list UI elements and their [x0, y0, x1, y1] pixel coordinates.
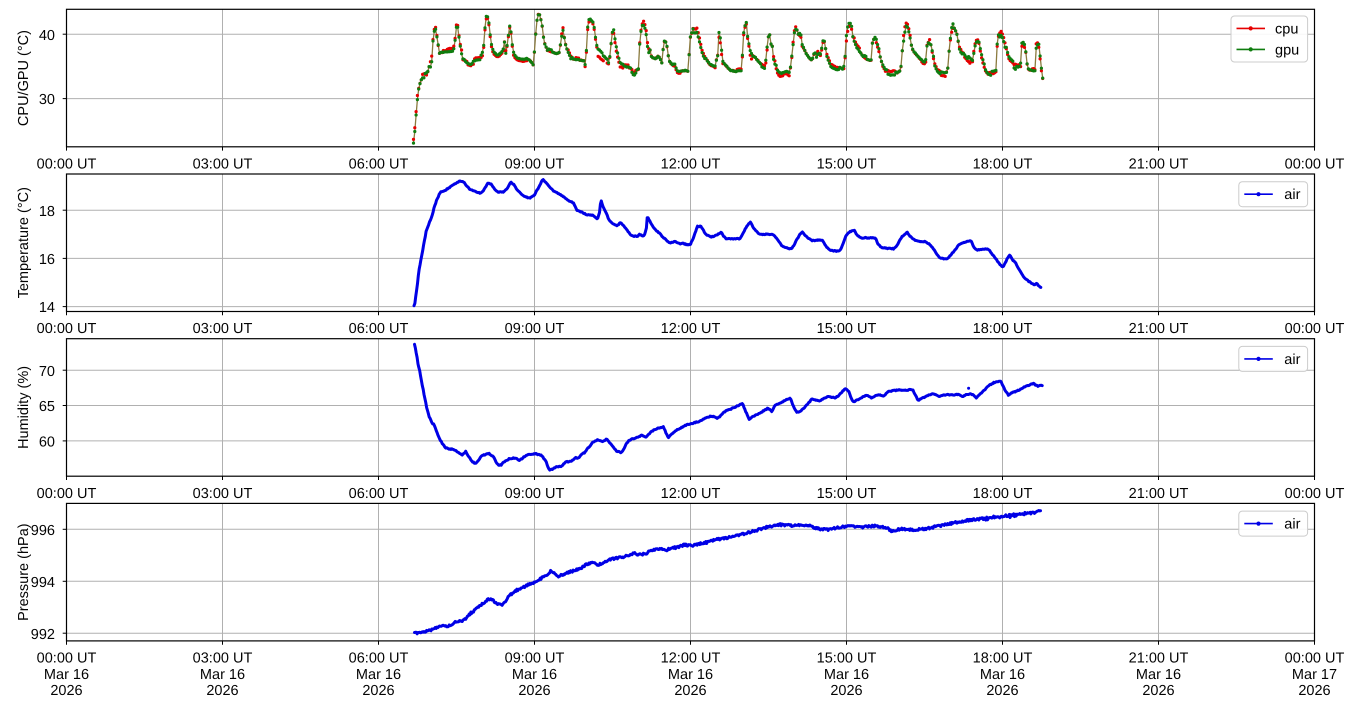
svg-text:2026: 2026: [518, 683, 550, 699]
svg-text:00:00 UT: 00:00 UT: [1285, 486, 1345, 502]
svg-text:air: air: [1284, 187, 1300, 203]
svg-text:Temperature (°C): Temperature (°C): [16, 187, 32, 298]
svg-text:2026: 2026: [1142, 683, 1174, 699]
svg-text:16: 16: [39, 252, 55, 268]
svg-text:Mar 16: Mar 16: [1136, 667, 1181, 683]
svg-text:03:00 UT: 03:00 UT: [193, 651, 253, 667]
svg-text:15:00 UT: 15:00 UT: [817, 321, 877, 337]
svg-text:cpu: cpu: [1275, 21, 1298, 37]
svg-text:Mar 16: Mar 16: [824, 667, 869, 683]
svg-text:21:00 UT: 21:00 UT: [1129, 157, 1189, 173]
svg-text:2026: 2026: [1298, 683, 1330, 699]
svg-text:Mar 16: Mar 16: [668, 667, 713, 683]
svg-text:00:00 UT: 00:00 UT: [37, 486, 97, 502]
svg-text:12:00 UT: 12:00 UT: [661, 321, 721, 337]
svg-text:air: air: [1284, 517, 1300, 533]
svg-text:06:00 UT: 06:00 UT: [349, 486, 409, 502]
svg-text:00:00 UT: 00:00 UT: [37, 321, 97, 337]
svg-text:Mar 17: Mar 17: [1292, 667, 1337, 683]
svg-text:70: 70: [39, 364, 55, 380]
svg-text:06:00 UT: 06:00 UT: [349, 321, 409, 337]
svg-text:15:00 UT: 15:00 UT: [817, 157, 877, 173]
svg-text:air: air: [1284, 352, 1300, 368]
svg-text:06:00 UT: 06:00 UT: [349, 651, 409, 667]
svg-text:03:00 UT: 03:00 UT: [193, 486, 253, 502]
svg-text:18:00 UT: 18:00 UT: [973, 651, 1033, 667]
svg-text:996: 996: [31, 523, 55, 539]
svg-text:09:00 UT: 09:00 UT: [505, 486, 565, 502]
svg-text:00:00 UT: 00:00 UT: [1285, 321, 1345, 337]
svg-text:60: 60: [39, 435, 55, 451]
svg-text:21:00 UT: 21:00 UT: [1129, 651, 1189, 667]
svg-text:Mar 16: Mar 16: [980, 667, 1025, 683]
svg-text:2026: 2026: [986, 683, 1018, 699]
svg-text:09:00 UT: 09:00 UT: [505, 321, 565, 337]
svg-text:14: 14: [39, 300, 55, 316]
svg-text:18:00 UT: 18:00 UT: [973, 157, 1033, 173]
svg-text:18:00 UT: 18:00 UT: [973, 321, 1033, 337]
svg-text:15:00 UT: 15:00 UT: [817, 486, 877, 502]
svg-text:21:00 UT: 21:00 UT: [1129, 486, 1189, 502]
svg-text:65: 65: [39, 399, 55, 415]
svg-text:Pressure (hPa): Pressure (hPa): [16, 523, 32, 621]
svg-text:09:00 UT: 09:00 UT: [505, 157, 565, 173]
svg-text:21:00 UT: 21:00 UT: [1129, 321, 1189, 337]
svg-text:2026: 2026: [830, 683, 862, 699]
svg-text:Mar 16: Mar 16: [356, 667, 401, 683]
svg-text:2026: 2026: [362, 683, 394, 699]
svg-text:40: 40: [39, 28, 55, 44]
svg-text:12:00 UT: 12:00 UT: [661, 486, 721, 502]
svg-text:2026: 2026: [50, 683, 82, 699]
svg-text:03:00 UT: 03:00 UT: [193, 157, 253, 173]
svg-text:06:00 UT: 06:00 UT: [349, 157, 409, 173]
svg-text:CPU/GPU (°C): CPU/GPU (°C): [16, 30, 32, 126]
svg-text:12:00 UT: 12:00 UT: [661, 157, 721, 173]
svg-text:Mar 16: Mar 16: [200, 667, 245, 683]
svg-text:994: 994: [31, 575, 55, 591]
svg-text:03:00 UT: 03:00 UT: [193, 321, 253, 337]
svg-text:18: 18: [39, 204, 55, 220]
svg-text:Mar 16: Mar 16: [44, 667, 89, 683]
svg-text:00:00 UT: 00:00 UT: [1285, 651, 1345, 667]
svg-text:2026: 2026: [674, 683, 706, 699]
svg-text:00:00 UT: 00:00 UT: [1285, 157, 1345, 173]
svg-text:00:00 UT: 00:00 UT: [37, 157, 97, 173]
svg-text:Humidity (%): Humidity (%): [16, 366, 32, 449]
svg-text:992: 992: [31, 627, 55, 643]
svg-text:30: 30: [39, 92, 55, 108]
svg-text:gpu: gpu: [1275, 42, 1299, 58]
svg-text:15:00 UT: 15:00 UT: [817, 651, 877, 667]
svg-text:00:00 UT: 00:00 UT: [37, 651, 97, 667]
svg-text:18:00 UT: 18:00 UT: [973, 486, 1033, 502]
svg-text:Mar 16: Mar 16: [512, 667, 557, 683]
svg-text:12:00 UT: 12:00 UT: [661, 651, 721, 667]
svg-text:09:00 UT: 09:00 UT: [505, 651, 565, 667]
svg-text:2026: 2026: [206, 683, 238, 699]
